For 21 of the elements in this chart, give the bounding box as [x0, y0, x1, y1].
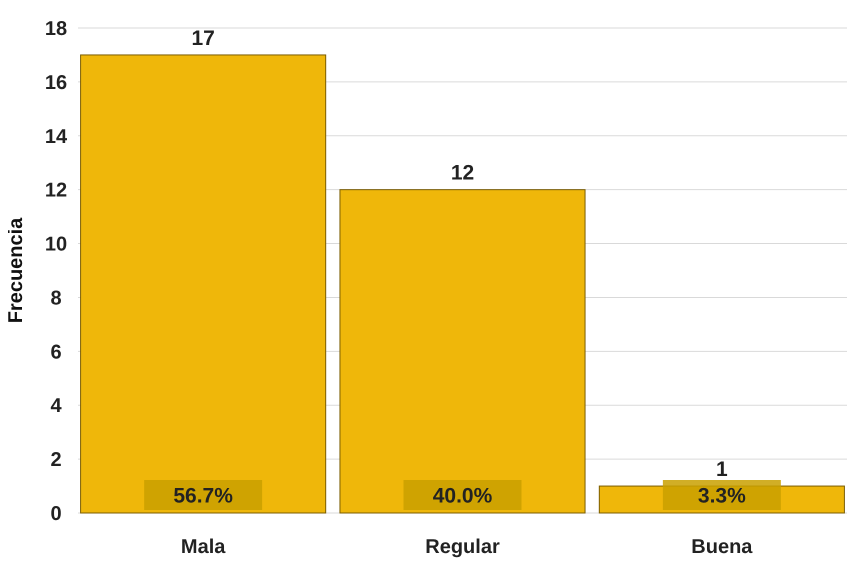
- y-tick-label: 2: [50, 449, 62, 472]
- bar: [339, 189, 586, 514]
- data-label: 12: [450, 162, 474, 185]
- y-tick-label: 6: [50, 341, 62, 364]
- x-tick-label: Mala: [180, 536, 226, 558]
- annotation: 40.0%: [432, 484, 493, 508]
- x-tick-label: Buena: [691, 536, 754, 558]
- annotation: 3.3%: [698, 484, 746, 508]
- data-label: 1: [716, 458, 728, 482]
- annotation: 56.7%: [173, 484, 234, 508]
- y-tick-label: 4: [50, 395, 62, 418]
- y-tick-label: 12: [44, 180, 68, 202]
- bar: [80, 54, 326, 514]
- y-tick-label: 0: [50, 503, 62, 525]
- x-tick-label: Regular: [425, 536, 500, 558]
- y-tick-label: 8: [50, 287, 62, 310]
- y-tick-label: 10: [44, 234, 68, 256]
- y-tick-label: 14: [44, 126, 68, 148]
- data-label: 17: [191, 26, 215, 50]
- y-tick-label: 18: [44, 18, 68, 40]
- y-tick-label: 16: [44, 72, 68, 94]
